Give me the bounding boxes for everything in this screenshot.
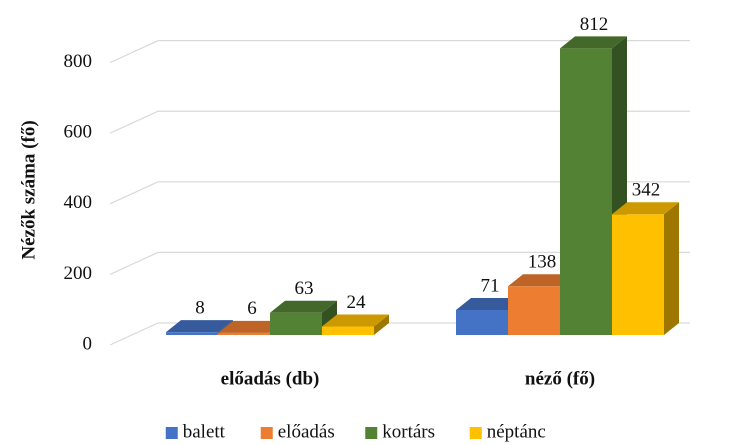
legend-label: kortárs (382, 421, 435, 442)
bar-side (374, 314, 389, 335)
bar (218, 332, 270, 335)
bar-top (560, 36, 627, 49)
data-label: 24 (347, 292, 367, 313)
y-axis-title: Nézők száma (fő) (18, 120, 39, 259)
data-label: 812 (580, 14, 609, 35)
bar-top (270, 300, 337, 313)
x-tick-label: néző (fő) (525, 368, 595, 389)
bar (166, 332, 218, 335)
bar-top (322, 314, 389, 327)
data-label: 138 (528, 252, 557, 273)
y-tick-label: 0 (83, 333, 93, 354)
y-tick-label: 600 (64, 122, 93, 143)
data-label: 63 (295, 278, 314, 299)
bar (456, 309, 508, 335)
data-label: 8 (195, 298, 205, 319)
legend-label: előadás (278, 421, 335, 442)
y-tick-label: 400 (64, 192, 93, 213)
grid-line (109, 181, 690, 205)
legend-label: balett (183, 421, 226, 442)
data-label: 6 (247, 298, 257, 319)
bar-top (218, 320, 285, 333)
legend-swatch (365, 427, 378, 439)
legend-swatch (260, 427, 273, 439)
grid-line (109, 110, 690, 134)
legend-swatch (165, 427, 178, 439)
bar-top (166, 320, 233, 333)
bar (560, 48, 612, 335)
x-tick-label: előadás (db) (221, 368, 320, 389)
data-label: 342 (632, 180, 661, 201)
grid-line (109, 251, 690, 275)
bar-top (612, 202, 679, 215)
bar (612, 214, 664, 335)
bar (508, 286, 560, 335)
legend-swatch (469, 427, 482, 439)
bar-side (664, 202, 679, 335)
y-tick-label: 200 (64, 263, 93, 284)
bar-top (456, 297, 523, 310)
bar (270, 312, 322, 335)
bar (322, 326, 374, 335)
y-tick-label: 800 (64, 51, 93, 72)
legend-label: néptánc (487, 421, 546, 442)
bar-top (508, 274, 575, 287)
data-label: 71 (481, 275, 500, 296)
grid-line (109, 40, 690, 64)
